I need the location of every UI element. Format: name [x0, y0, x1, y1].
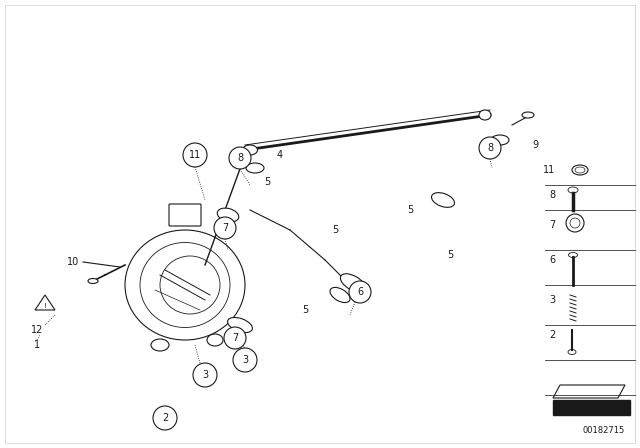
Text: 8: 8 — [237, 153, 243, 163]
Ellipse shape — [568, 349, 576, 354]
Circle shape — [183, 143, 207, 167]
Ellipse shape — [243, 145, 257, 155]
Ellipse shape — [340, 274, 365, 292]
Circle shape — [479, 137, 501, 159]
Text: 8: 8 — [487, 143, 493, 153]
Text: 10: 10 — [67, 257, 79, 267]
Circle shape — [349, 281, 371, 303]
Text: 6: 6 — [549, 255, 555, 265]
Circle shape — [193, 363, 217, 387]
Ellipse shape — [330, 288, 350, 302]
Text: 2: 2 — [162, 413, 168, 423]
Ellipse shape — [217, 208, 239, 222]
Text: 5: 5 — [264, 177, 270, 187]
Text: 6: 6 — [357, 287, 363, 297]
Ellipse shape — [246, 163, 264, 173]
Text: 11: 11 — [189, 150, 201, 160]
Text: 7: 7 — [222, 223, 228, 233]
Circle shape — [229, 147, 251, 169]
Text: 2: 2 — [548, 330, 555, 340]
Ellipse shape — [88, 279, 98, 284]
Text: 5: 5 — [407, 205, 413, 215]
Text: 5: 5 — [332, 225, 338, 235]
Text: !: ! — [44, 303, 47, 309]
Ellipse shape — [228, 318, 252, 332]
Ellipse shape — [431, 193, 454, 207]
Text: 8: 8 — [549, 190, 555, 200]
Ellipse shape — [570, 218, 580, 228]
Ellipse shape — [566, 214, 584, 232]
Text: 7: 7 — [548, 220, 555, 230]
Ellipse shape — [479, 110, 491, 120]
Circle shape — [224, 327, 246, 349]
Text: 5: 5 — [447, 250, 453, 260]
Polygon shape — [553, 400, 630, 415]
Ellipse shape — [568, 187, 578, 193]
Text: 3: 3 — [549, 295, 555, 305]
Text: 1: 1 — [34, 340, 40, 350]
Polygon shape — [35, 295, 55, 310]
Text: 12: 12 — [31, 325, 43, 335]
Text: 3: 3 — [202, 370, 208, 380]
Circle shape — [233, 348, 257, 372]
Circle shape — [214, 217, 236, 239]
Ellipse shape — [522, 112, 534, 118]
Ellipse shape — [568, 253, 577, 258]
Circle shape — [153, 406, 177, 430]
Ellipse shape — [491, 135, 509, 145]
Text: 4: 4 — [277, 150, 283, 160]
Text: 3: 3 — [242, 355, 248, 365]
Text: 5: 5 — [302, 305, 308, 315]
Text: 9: 9 — [532, 140, 538, 150]
Ellipse shape — [207, 334, 223, 346]
Text: 00182715: 00182715 — [583, 426, 625, 435]
Ellipse shape — [151, 339, 169, 351]
Text: 7: 7 — [232, 333, 238, 343]
Text: 11: 11 — [543, 165, 555, 175]
